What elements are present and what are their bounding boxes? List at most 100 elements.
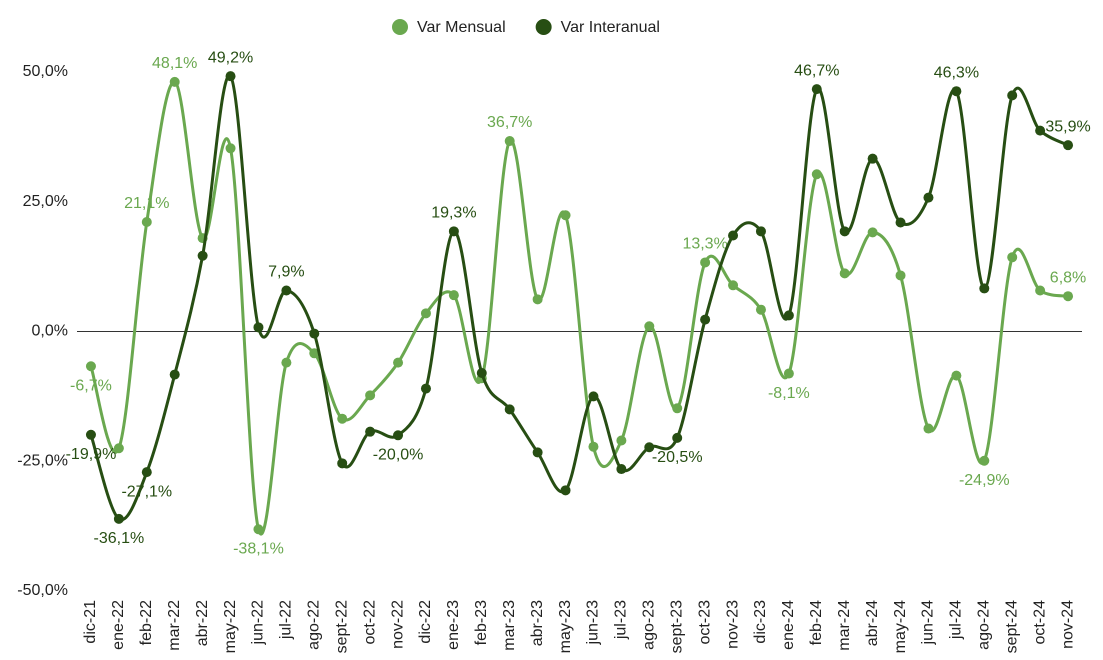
point [532, 447, 543, 458]
point [420, 383, 431, 394]
data-label: -20,5% [652, 449, 703, 466]
x-tick-label: sept-24 [1003, 600, 1020, 653]
data-label: 21,1% [124, 195, 169, 212]
point [755, 304, 766, 315]
x-tick-label: jun-22 [250, 600, 267, 646]
data-label: 6,8% [1050, 269, 1086, 286]
x-tick-label: sept-22 [333, 600, 350, 653]
point [811, 84, 822, 95]
point [1035, 285, 1046, 296]
point [448, 226, 459, 237]
point [365, 390, 376, 401]
point [169, 369, 180, 380]
point [309, 348, 320, 359]
x-tick-label: nov-23 [724, 600, 741, 649]
x-tick-label: may-24 [892, 600, 909, 653]
point [365, 426, 376, 437]
x-tick-label: jun-24 [920, 600, 937, 646]
data-label: 35,9% [1045, 118, 1090, 135]
point [951, 370, 962, 381]
data-label: 19,3% [431, 205, 476, 222]
point [644, 442, 655, 453]
x-tick-label: feb-24 [808, 600, 825, 645]
point [225, 143, 236, 154]
data-label: 7,9% [268, 264, 304, 281]
point [839, 268, 850, 279]
data-label: -36,1% [94, 530, 145, 547]
point [197, 250, 208, 261]
x-tick-label: may-23 [557, 600, 574, 653]
x-tick-label: mar-22 [166, 600, 183, 651]
point [1063, 140, 1074, 151]
point [85, 361, 96, 372]
point [728, 230, 739, 241]
point [979, 455, 990, 466]
y-tick-label: 25,0% [23, 193, 68, 210]
legend-label: Var Mensual [417, 19, 506, 36]
data-label: -24,9% [959, 472, 1010, 489]
x-tick-label: abr-24 [864, 600, 881, 646]
point [839, 226, 850, 237]
point [588, 391, 599, 402]
point [616, 464, 627, 475]
x-tick-label: ene-24 [780, 600, 797, 650]
point [951, 86, 962, 97]
x-tick-label: abr-23 [529, 600, 546, 646]
point [113, 513, 124, 524]
x-tick-label: oct-22 [361, 600, 378, 645]
x-tick-label: jul-24 [948, 600, 965, 640]
y-tick-label: 50,0% [23, 63, 68, 80]
legend-swatch [392, 19, 408, 35]
point [923, 423, 934, 434]
point [337, 413, 348, 424]
point [85, 429, 96, 440]
x-tick-label: feb-23 [473, 600, 490, 645]
data-label: 46,3% [934, 64, 979, 81]
point [811, 169, 822, 180]
point [1007, 90, 1018, 101]
point [281, 285, 292, 296]
x-tick-label: ene-23 [445, 600, 462, 650]
point [616, 435, 627, 446]
x-tick-label: ago-23 [641, 600, 658, 650]
point [476, 368, 487, 379]
point [783, 310, 794, 321]
x-tick-label: ago-24 [976, 600, 993, 650]
point [504, 404, 515, 415]
x-tick-label: jul-22 [278, 600, 295, 640]
point [588, 441, 599, 452]
point [895, 270, 906, 281]
point [979, 283, 990, 294]
y-tick-label: -25,0% [17, 452, 68, 469]
x-tick-label: ago-22 [306, 600, 323, 650]
point [141, 467, 152, 478]
point [644, 321, 655, 332]
legend-swatch [535, 19, 552, 35]
x-tick-label: nov-24 [1059, 600, 1076, 649]
point [141, 216, 152, 227]
x-tick-label: jul-23 [613, 600, 630, 640]
point [337, 458, 348, 469]
data-label: -8,1% [768, 385, 810, 402]
point [700, 314, 711, 325]
y-tick-label: 0,0% [32, 323, 68, 340]
point [895, 217, 906, 228]
data-label: -6,7% [70, 377, 112, 394]
x-tick-label: sept-23 [668, 600, 685, 653]
point [1035, 125, 1046, 136]
point [393, 430, 404, 441]
x-tick-label: oct-23 [696, 600, 713, 645]
x-tick-label: jun-23 [585, 600, 602, 646]
x-tick-label: may-22 [222, 600, 239, 653]
point [867, 153, 878, 164]
point [560, 485, 571, 496]
data-label: 13,3% [682, 236, 727, 253]
data-label: -27,1% [121, 483, 172, 500]
point [728, 280, 739, 291]
legend-label: Var Interanual [561, 19, 660, 36]
x-tick-label: feb-22 [138, 600, 155, 645]
point [225, 71, 236, 82]
x-tick-label: dic-21 [82, 600, 99, 644]
data-label: 46,7% [794, 62, 839, 79]
